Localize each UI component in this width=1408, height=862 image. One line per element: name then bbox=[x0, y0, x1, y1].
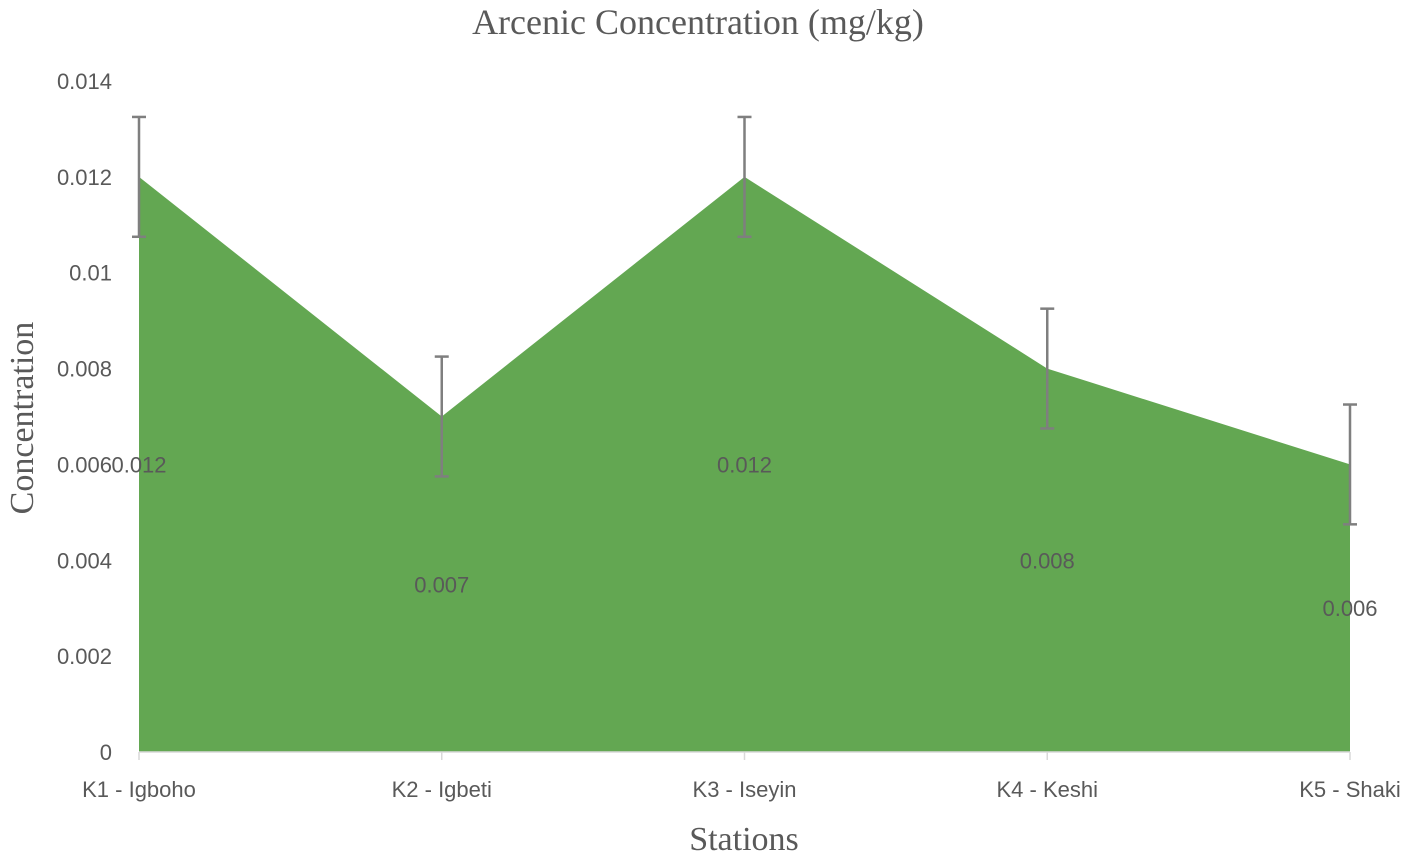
y-tick-label: 0 bbox=[100, 740, 112, 765]
x-tick-label: K4 - Keshi bbox=[997, 777, 1099, 802]
x-tick-label: K1 - Igboho bbox=[82, 777, 196, 802]
y-axis-title: Concentration bbox=[4, 322, 41, 515]
data-label: 0.012 bbox=[717, 452, 772, 477]
y-tick-label: 0.008 bbox=[57, 357, 112, 382]
data-label: 0.008 bbox=[1020, 548, 1075, 573]
area-series bbox=[139, 176, 1350, 752]
y-tick-label: 0.004 bbox=[57, 548, 112, 573]
y-tick-label: 0.01 bbox=[69, 261, 112, 286]
y-tick-label: 0.002 bbox=[57, 644, 112, 669]
data-label: 0.006 bbox=[1322, 596, 1377, 621]
y-tick-label: 0.006 bbox=[57, 452, 112, 477]
x-tick-label: K3 - Iseyin bbox=[693, 777, 797, 802]
plot-area: K1 - Igboho K2 - Igbeti K3 - Iseyin K4 - Ke… bbox=[57, 69, 1401, 802]
y-tick-label: 0.012 bbox=[57, 165, 112, 190]
y-tick-label: 0.014 bbox=[57, 69, 112, 94]
x-axis-title: Stations bbox=[689, 821, 799, 858]
data-label: 0.007 bbox=[414, 572, 469, 597]
data-label: 0.012 bbox=[111, 452, 166, 477]
x-tick-label: K2 - Igbeti bbox=[392, 777, 492, 802]
chart-title: Arcenic Concentration (mg/kg) bbox=[472, 2, 924, 42]
x-tick-label: K5 - Shaki bbox=[1299, 777, 1401, 802]
